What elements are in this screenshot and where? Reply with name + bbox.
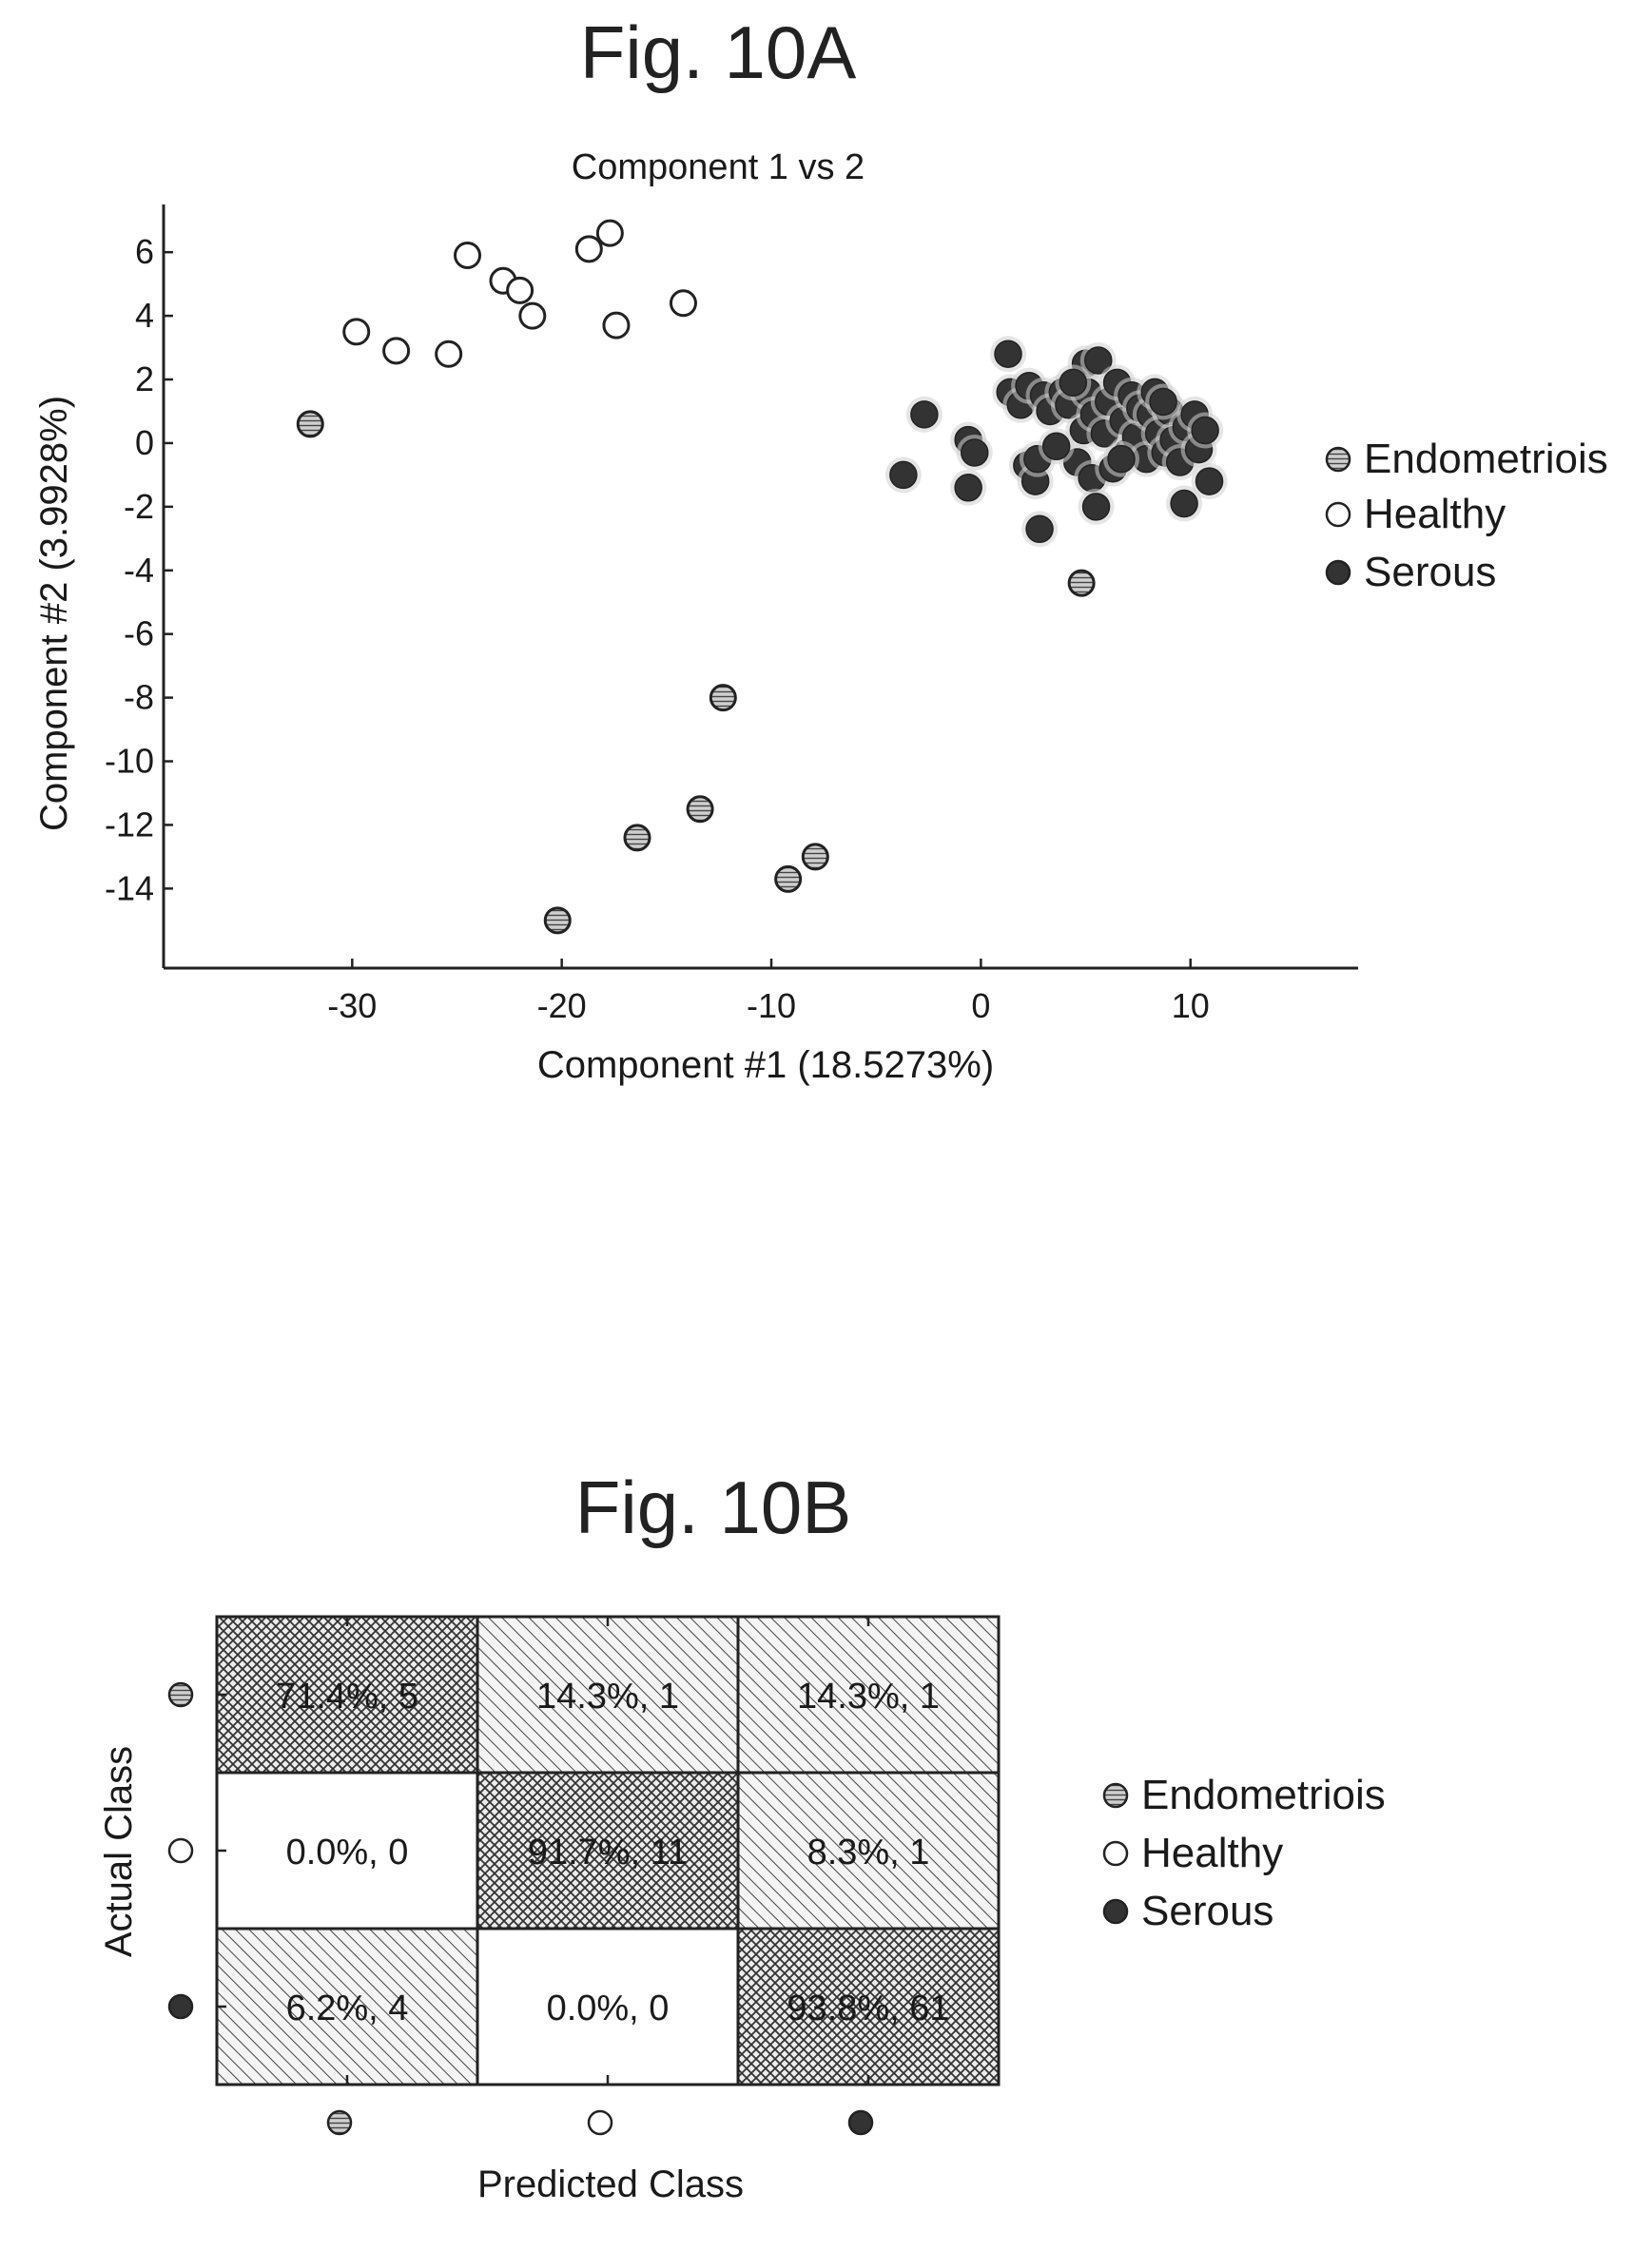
point-serous <box>1170 489 1198 518</box>
matrix-col-marker-healthy <box>587 2109 613 2136</box>
point-healthy <box>669 289 697 318</box>
matrix-row-marker-healthy <box>167 1837 194 1864</box>
point-serous <box>954 474 982 502</box>
scatter-legend-label-endometriosis: Endometriois <box>1364 436 1608 482</box>
point-serous <box>1081 493 1111 521</box>
matrix-cell-label: 14.3%, 1 <box>536 1677 679 1717</box>
point-healthy <box>595 219 624 247</box>
point-serous <box>1084 346 1113 375</box>
matrix-cell-label: 71.4%, 5 <box>276 1677 418 1717</box>
matrix-x-axis-label: Predicted Class <box>477 2164 744 2205</box>
legend-marker-healthy <box>1325 501 1351 528</box>
matrix-cell-label: 93.8%, 61 <box>787 1989 949 2028</box>
matrix-legend-label-endometriosis: Endometriois <box>1141 1772 1386 1818</box>
point-healthy <box>602 311 631 340</box>
point-serous <box>961 438 989 467</box>
point-endometriosis <box>296 410 324 438</box>
matrix-col-marker-endometriosis <box>326 2109 353 2136</box>
point-healthy <box>454 242 482 270</box>
point-endometriosis <box>709 684 737 712</box>
point-healthy <box>435 340 463 368</box>
matrix-cell <box>215 1927 479 2086</box>
scatter-plot: 6 4 2 0 -2 -4 -6 -8 -10 -12 -14 -30 -20 -10 0 10 <box>105 204 1358 1025</box>
scatter-y-tick-label: 6 <box>135 232 154 271</box>
matrix-legend-marker-endometriosis <box>1102 1782 1129 1809</box>
matrix-legend: Endometriois Healthy Serous <box>1102 1772 1386 1934</box>
scatter-y-tick-label: 0 <box>135 423 154 462</box>
point-serous <box>1191 416 1219 445</box>
scatter-x-tick-label: -10 <box>747 986 796 1025</box>
scatter-y-tick-label: -14 <box>105 868 154 907</box>
matrix-cell <box>476 1927 740 2086</box>
matrix-cell <box>476 1615 740 1775</box>
point-serous <box>994 340 1022 369</box>
figure-b-title: Fig. 10B <box>575 1465 851 1549</box>
point-serous <box>1041 432 1071 461</box>
matrix-cell <box>736 1615 1001 1775</box>
matrix-cell <box>736 1927 1001 2086</box>
point-serous <box>889 460 918 490</box>
figure-a-title: Fig. 10A <box>580 10 856 94</box>
matrix-cell-label: 6.2%, 4 <box>286 1989 409 2028</box>
scatter-title: Component 1 vs 2 <box>572 147 865 187</box>
matrix-cell <box>215 1771 479 1931</box>
matrix-cell-label: 14.3%, 1 <box>797 1677 940 1717</box>
point-serous <box>1195 467 1224 495</box>
scatter-x-tick-label: -30 <box>327 986 377 1025</box>
scatter-y-tick-label: -8 <box>124 678 154 717</box>
scatter-y-tick-label: -6 <box>124 614 154 653</box>
scatter-y-tick-label: -10 <box>105 742 154 781</box>
scatter-y-tick-label: 2 <box>135 359 154 398</box>
point-healthy <box>574 235 603 263</box>
scatter-axes <box>162 204 1358 970</box>
scatter-x-tick-label: -20 <box>537 986 587 1025</box>
point-endometriosis <box>774 864 803 893</box>
point-endometriosis <box>686 795 714 824</box>
point-serous <box>1107 444 1136 474</box>
scatter-x-ticks: -30 -20 -10 0 10 <box>327 959 1210 1025</box>
matrix-y-axis-label: Actual Class <box>98 1746 140 1957</box>
legend-marker-serous <box>1325 559 1351 586</box>
point-serous <box>1025 514 1054 544</box>
matrix-legend-label-serous: Serous <box>1141 1888 1273 1934</box>
matrix-legend-marker-serous <box>1102 1898 1129 1925</box>
point-healthy <box>518 301 547 330</box>
point-healthy <box>382 337 411 365</box>
matrix-row-marker-endometriosis <box>167 1681 194 1708</box>
scatter-legend-label-serous: Serous <box>1364 549 1496 595</box>
matrix-cell-label: 91.7%, 11 <box>528 1833 688 1873</box>
scatter-x-tick-label: 10 <box>1172 986 1210 1025</box>
point-serous <box>1059 368 1088 398</box>
point-healthy <box>342 318 371 346</box>
scatter-x-axis-label: Component #1 (18.5273%) <box>537 1044 994 1086</box>
point-endometriosis <box>1067 569 1096 597</box>
confusion-matrix: 71.4%, 5 14.3%, 1 14.3%, 1 0.0%, 0 91.7%, 11… <box>167 1615 1001 2136</box>
matrix-cell-label: 8.3%, 1 <box>807 1833 930 1873</box>
scatter-y-tick-label: 4 <box>135 296 154 335</box>
point-endometriosis <box>801 843 829 871</box>
matrix-cell-label: 0.0%, 0 <box>286 1833 409 1873</box>
scatter-y-ticks: 6 4 2 0 -2 -4 -6 -8 -10 -12 -14 <box>105 232 173 907</box>
point-endometriosis <box>543 906 572 935</box>
matrix-row-marker-serous <box>167 1993 194 2020</box>
matrix-legend-label-healthy: Healthy <box>1141 1830 1283 1876</box>
point-serous <box>1149 387 1177 417</box>
matrix-col-marker-serous <box>847 2109 874 2136</box>
scatter-y-tick-label: -2 <box>124 487 154 526</box>
scatter-legend: Endometriois Healthy Serous <box>1325 436 1608 595</box>
scatter-y-tick-label: -12 <box>105 805 154 844</box>
scatter-legend-label-healthy: Healthy <box>1364 491 1506 537</box>
point-endometriosis <box>623 824 651 852</box>
scatter-y-axis-label: Component #2 (3.9928%) <box>33 396 75 831</box>
matrix-legend-marker-healthy <box>1102 1840 1129 1867</box>
matrix-cell <box>476 1771 740 1931</box>
legend-marker-endometriosis <box>1325 446 1351 473</box>
scatter-x-tick-label: 0 <box>971 986 990 1025</box>
matrix-cell-label: 0.0%, 0 <box>547 1989 670 2028</box>
scatter-y-tick-label: -4 <box>124 551 154 590</box>
point-serous <box>910 400 939 429</box>
point-healthy <box>506 276 534 304</box>
scatter-points <box>296 219 1228 935</box>
